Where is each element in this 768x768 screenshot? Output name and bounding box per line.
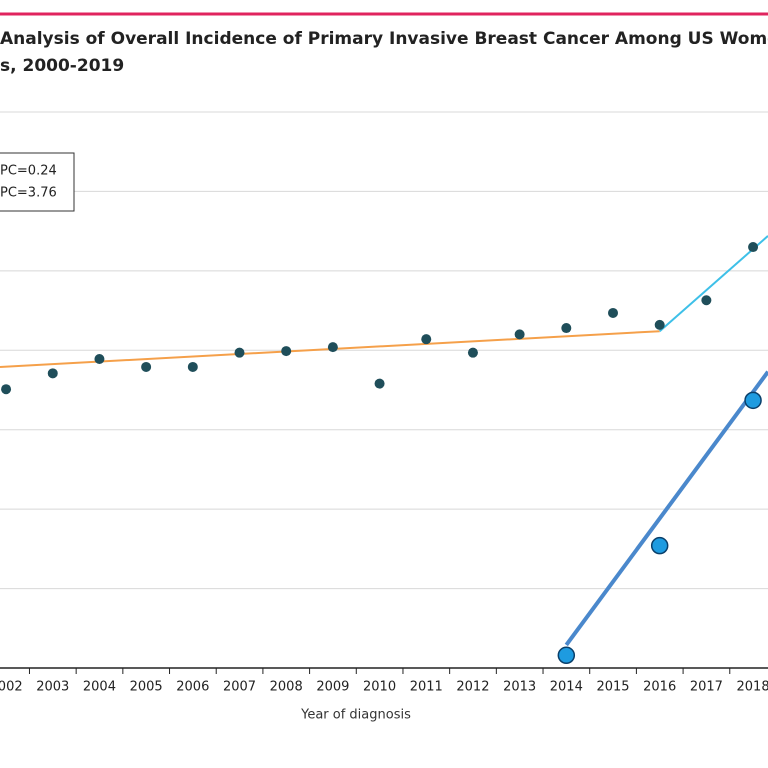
data-point bbox=[187, 361, 198, 372]
x-tick-label: 2014 bbox=[550, 680, 583, 695]
legend-label: PC=0.24 bbox=[0, 164, 57, 179]
data-point bbox=[1, 384, 12, 395]
x-tick-label: 2004 bbox=[83, 680, 116, 695]
data-point bbox=[514, 329, 525, 340]
x-tick-label: 2009 bbox=[316, 680, 349, 695]
x-tick-label: 2012 bbox=[456, 680, 489, 695]
data-point bbox=[234, 347, 245, 358]
x-tick-label: 2005 bbox=[130, 680, 163, 695]
data-point bbox=[327, 342, 338, 353]
data-point bbox=[654, 319, 665, 330]
data-point bbox=[561, 323, 572, 334]
x-tick-label: 2006 bbox=[176, 680, 209, 695]
data-point bbox=[281, 346, 292, 357]
highlight-point bbox=[650, 536, 669, 555]
data-point bbox=[141, 361, 152, 372]
data-point bbox=[467, 347, 478, 358]
chart-title: Analysis of Overall Incidence of Primary… bbox=[0, 29, 768, 49]
chart-subtitle: s, 2000-2019 bbox=[0, 56, 124, 76]
x-tick-label: 2018 bbox=[737, 680, 768, 695]
legend-box bbox=[0, 152, 75, 212]
highlight-point bbox=[744, 391, 762, 410]
x-tick-label: 2010 bbox=[363, 680, 396, 695]
x-tick-label: 2013 bbox=[503, 680, 536, 695]
x-tick-label: 2017 bbox=[690, 680, 723, 695]
data-point bbox=[374, 378, 385, 389]
x-tick-label: 2008 bbox=[270, 680, 303, 695]
legend-label: PC=3.76 bbox=[0, 186, 57, 201]
x-tick-label: 2007 bbox=[223, 680, 256, 695]
data-point bbox=[607, 307, 618, 318]
x-tick-label: 2016 bbox=[643, 680, 676, 695]
data-point bbox=[748, 242, 759, 253]
data-point bbox=[94, 354, 105, 365]
fit-line bbox=[659, 235, 768, 332]
x-axis-label: Year of diagnosis bbox=[300, 708, 411, 723]
data-point bbox=[47, 368, 58, 379]
x-tick-label: 2002 bbox=[0, 680, 23, 695]
x-tick-label: 2015 bbox=[596, 680, 629, 695]
data-point bbox=[421, 334, 432, 345]
fit-line bbox=[564, 370, 768, 647]
data-point bbox=[701, 295, 712, 306]
x-tick-label: 2011 bbox=[410, 680, 443, 695]
highlight-point bbox=[557, 646, 576, 665]
x-tick-label: 2003 bbox=[36, 680, 69, 695]
